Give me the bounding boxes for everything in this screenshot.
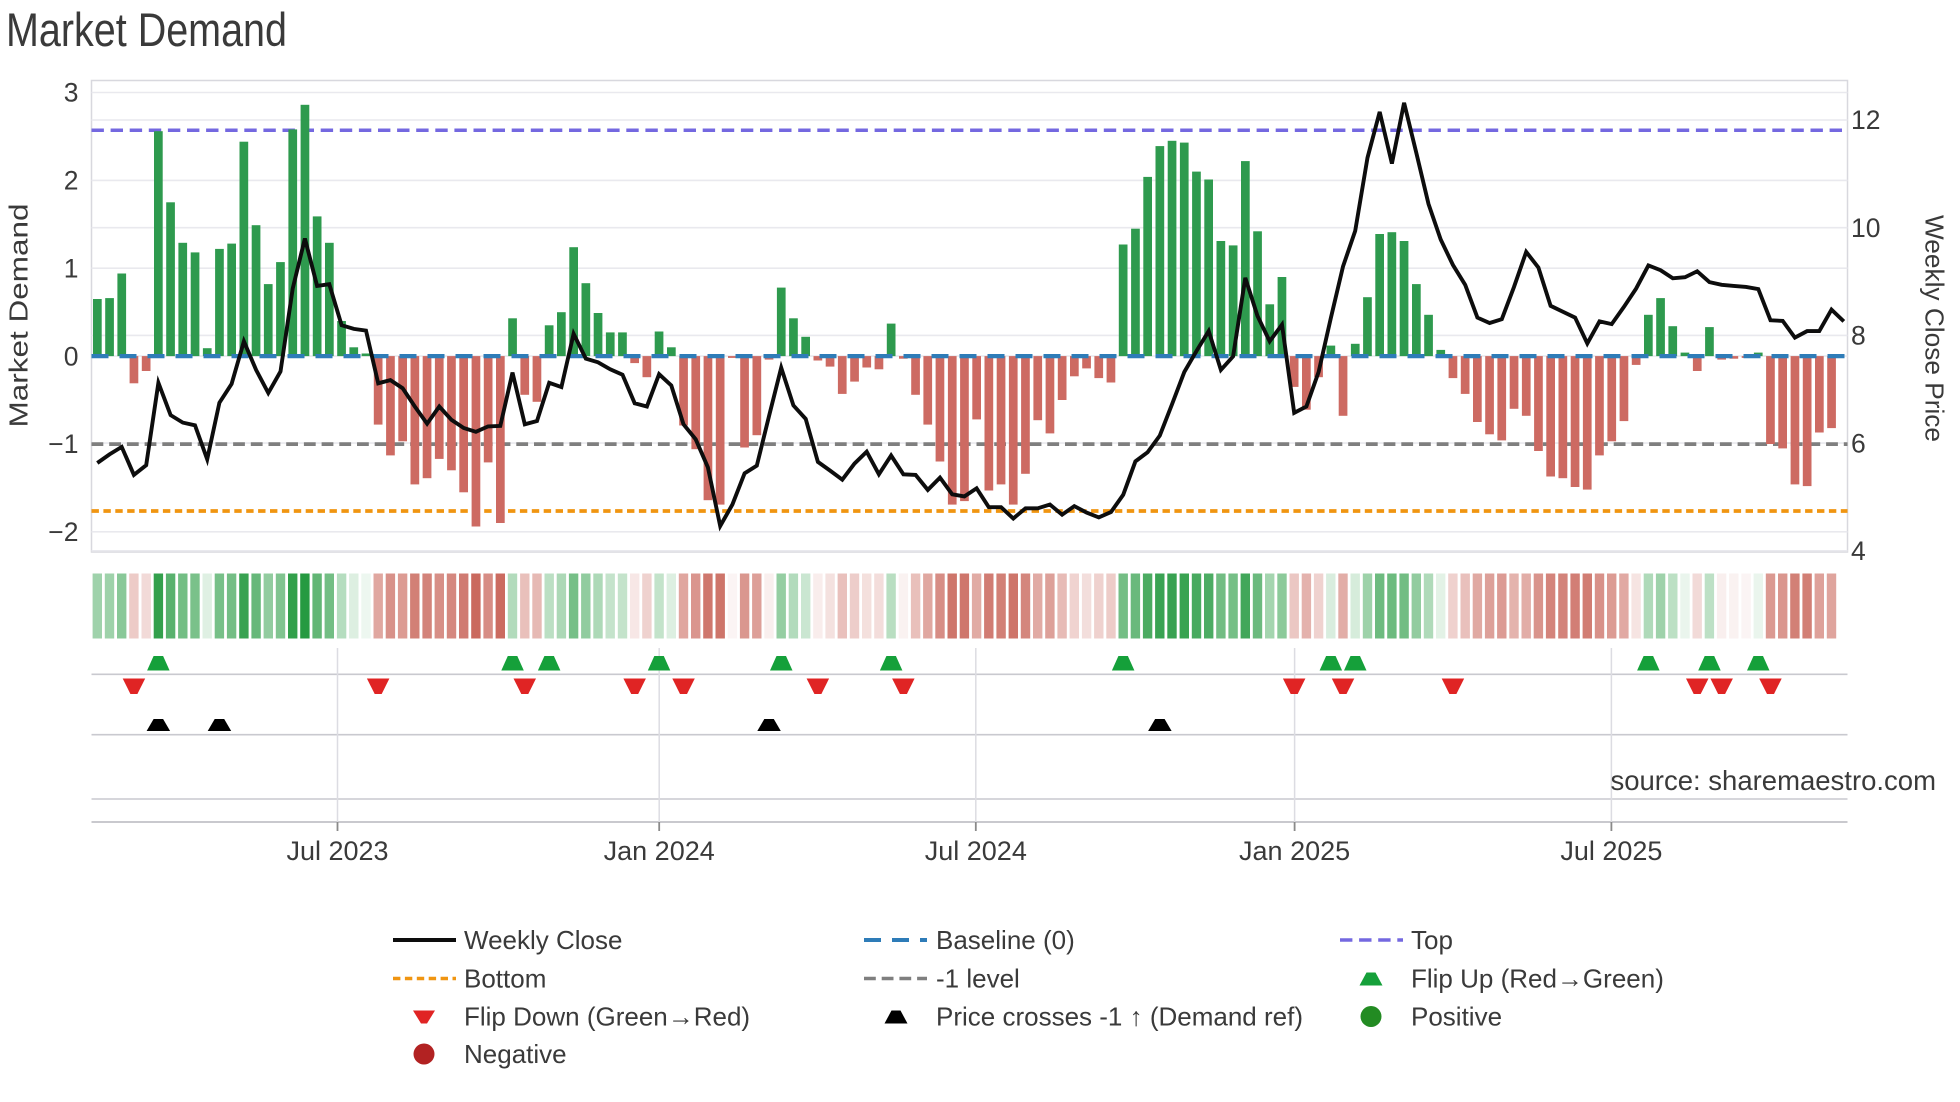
- svg-text:source: sharemaestro.com: source: sharemaestro.com: [1610, 765, 1936, 796]
- svg-text:Top: Top: [1411, 925, 1453, 955]
- svg-text:10: 10: [1851, 213, 1880, 243]
- svg-text:Jan 2025: Jan 2025: [1239, 836, 1350, 866]
- svg-text:Jul 2023: Jul 2023: [286, 836, 388, 866]
- svg-text:Price crosses -1 ↑ (Demand ref: Price crosses -1 ↑ (Demand ref): [936, 1002, 1303, 1032]
- svg-text:1: 1: [64, 253, 79, 283]
- svg-text:Market Demand: Market Demand: [4, 204, 34, 428]
- svg-text:−1: −1: [48, 429, 78, 459]
- svg-text:Baseline (0): Baseline (0): [936, 925, 1075, 955]
- svg-text:8: 8: [1851, 321, 1866, 351]
- svg-text:Positive: Positive: [1411, 1002, 1502, 1032]
- svg-text:−2: −2: [48, 517, 78, 547]
- svg-text:3: 3: [64, 78, 79, 108]
- svg-text:0: 0: [64, 341, 79, 371]
- svg-text:Flip Down (Green→Red): Flip Down (Green→Red): [464, 1002, 750, 1032]
- svg-text:2: 2: [64, 166, 79, 196]
- svg-text:Jul 2024: Jul 2024: [925, 836, 1027, 866]
- svg-text:12: 12: [1851, 105, 1880, 135]
- svg-text:6: 6: [1851, 428, 1866, 458]
- svg-text:Bottom: Bottom: [464, 964, 546, 994]
- svg-text:Weekly Close: Weekly Close: [464, 925, 622, 955]
- svg-text:Weekly Close Price: Weekly Close Price: [1920, 215, 1950, 442]
- svg-text:Market Demand: Market Demand: [6, 3, 287, 56]
- svg-text:Jan 2024: Jan 2024: [604, 836, 715, 866]
- svg-text:Flip Up (Red→Green): Flip Up (Red→Green): [1411, 964, 1664, 994]
- svg-text:Jul 2025: Jul 2025: [1560, 836, 1662, 866]
- svg-text:Negative: Negative: [464, 1039, 567, 1069]
- svg-text:-1 level: -1 level: [936, 964, 1020, 994]
- svg-text:4: 4: [1851, 536, 1866, 566]
